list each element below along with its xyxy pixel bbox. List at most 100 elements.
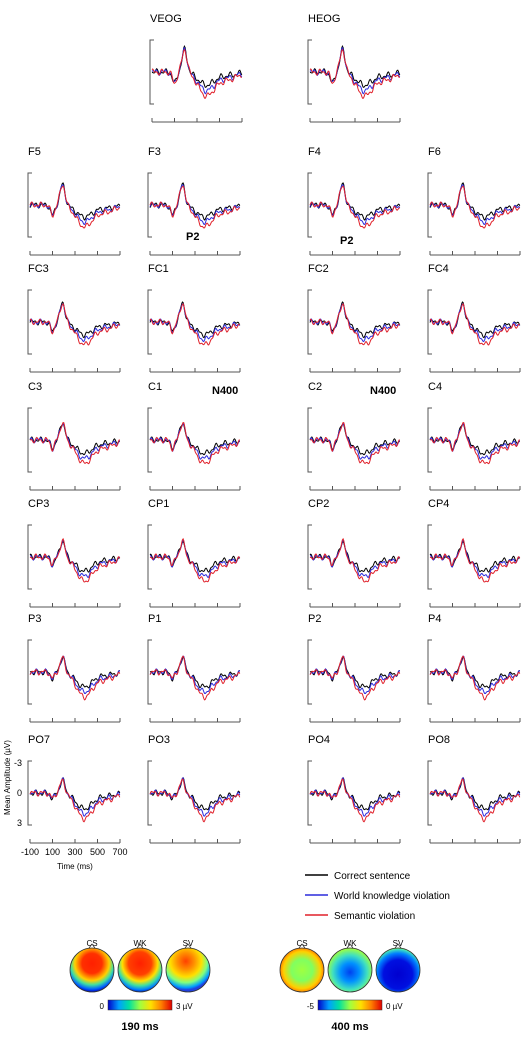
panel-f5: F5 <box>27 146 121 256</box>
waveform-po7-world-knowledge-violation <box>29 777 121 817</box>
colorbar-min-label: -5 <box>307 1002 315 1011</box>
panel-c4: C4 <box>427 381 521 491</box>
channel-label-po8: PO8 <box>428 734 450 746</box>
waveform-fc2-world-knowledge-violation <box>309 303 401 343</box>
channel-label-c2: C2 <box>308 381 322 393</box>
channel-label-fc4: FC4 <box>428 263 449 275</box>
waveform-fc2-semantic-violation <box>309 303 400 346</box>
y-axis-cp1 <box>147 524 152 590</box>
waveform-cp4-semantic-violation <box>429 537 521 583</box>
waveform-c2-world-knowledge-violation <box>309 423 401 460</box>
panel-cp2: CP2 <box>307 498 401 608</box>
x-tick-label: 500 <box>90 847 105 857</box>
waveform-fc4-world-knowledge-violation <box>429 303 521 343</box>
waveform-heog-world-knowledge-violation <box>309 46 401 95</box>
y-axis-f6 <box>427 172 432 238</box>
panel-fc2: FC2 <box>307 263 401 373</box>
waveform-p2-correct-sentence <box>309 656 400 689</box>
topomap-condition-label: WK <box>134 939 148 948</box>
x-tick-label: 300 <box>67 847 82 857</box>
waveform-f6-semantic-violation <box>429 185 520 229</box>
waveform-cp3-semantic-violation <box>29 537 121 583</box>
topomap-head <box>327 947 373 993</box>
y-axis-cp3 <box>27 524 32 590</box>
waveform-po7-semantic-violation <box>29 778 121 823</box>
topomap-head <box>117 947 163 993</box>
waveform-c4-semantic-violation <box>429 422 520 465</box>
topomap-head <box>279 947 325 993</box>
panel-cp3: CP3 <box>27 498 121 608</box>
nose-icon <box>88 943 96 949</box>
waveform-p4-correct-sentence <box>429 656 520 689</box>
waveform-cp2-world-knowledge-violation <box>309 539 401 579</box>
channel-label-p4: P4 <box>428 613 441 625</box>
panel-p2: P2 <box>307 613 401 723</box>
waveform-fc1-world-knowledge-violation <box>149 303 241 343</box>
channel-label-p2: P2 <box>308 613 321 625</box>
component-label-n400: N400 <box>212 385 238 397</box>
panel-po7: PO7 <box>27 734 121 844</box>
panel-p3: P3 <box>27 613 121 723</box>
topomap-time-label: 190 ms <box>121 1021 158 1033</box>
y-tick-label: -3 <box>14 758 22 768</box>
channel-label-veog: VEOG <box>150 13 182 25</box>
waveform-f5-semantic-violation <box>29 185 120 229</box>
waveform-po4-world-knowledge-violation <box>309 777 401 817</box>
colorbar <box>107 999 173 1011</box>
waveform-f4-correct-sentence <box>309 182 401 221</box>
channel-label-c3: C3 <box>28 381 42 393</box>
channel-label-po4: PO4 <box>308 734 330 746</box>
y-axis-fc1 <box>147 289 152 355</box>
panel-po4: PO4 <box>307 734 401 844</box>
waveform-heog-correct-sentence <box>309 45 401 88</box>
waveform-p4-semantic-violation <box>429 655 521 701</box>
channel-label-po3: PO3 <box>148 734 170 746</box>
panel-heog: HEOG <box>307 13 401 123</box>
y-axis-p3 <box>27 639 32 705</box>
nose-icon <box>298 943 306 949</box>
y-axis-f3 <box>147 172 152 238</box>
y-axis-heog <box>307 39 312 105</box>
panel-f3: F3 <box>147 146 241 256</box>
nose-icon <box>346 943 354 949</box>
x-tick-label: 700 <box>112 847 127 857</box>
y-axis-c2 <box>307 407 312 473</box>
y-axis-f4 <box>307 172 312 238</box>
panel-veog: VEOG <box>149 13 243 123</box>
nose-icon <box>184 943 192 949</box>
channel-label-p3: P3 <box>28 613 41 625</box>
waveform-veog-semantic-violation <box>151 48 242 99</box>
waveform-p3-semantic-violation <box>29 655 121 701</box>
waveform-cp3-world-knowledge-violation <box>29 539 121 579</box>
legend-label: World knowledge violation <box>334 891 450 902</box>
topomap-head <box>69 947 115 993</box>
waveform-f4-world-knowledge-violation <box>309 184 401 225</box>
channel-label-f4: F4 <box>308 146 321 158</box>
waveform-heog-semantic-violation <box>309 48 400 99</box>
panel-c2: C2 <box>307 381 401 491</box>
y-axis-c1 <box>147 407 152 473</box>
y-axis-cp4 <box>427 524 432 590</box>
y-axis-po3 <box>147 760 152 826</box>
channel-label-c4: C4 <box>428 381 442 393</box>
x-tick-label: 100 <box>45 847 60 857</box>
component-label-p2: P2 <box>340 235 353 247</box>
panel-fc3: FC3 <box>27 263 121 373</box>
y-axis-f5 <box>27 172 32 238</box>
component-label-n400: N400 <box>370 385 396 397</box>
waveform-cp1-semantic-violation <box>149 537 241 583</box>
nose-icon <box>394 943 402 949</box>
waveform-c1-semantic-violation <box>149 422 240 465</box>
waveform-fc1-semantic-violation <box>149 303 240 346</box>
waveform-c3-semantic-violation <box>29 422 120 465</box>
panel-f6: F6 <box>427 146 521 256</box>
waveform-fc4-semantic-violation <box>429 303 520 346</box>
channel-label-cp2: CP2 <box>308 498 329 510</box>
channel-label-fc2: FC2 <box>308 263 329 275</box>
channel-label-f3: F3 <box>148 146 161 158</box>
channel-label-po7: PO7 <box>28 734 50 746</box>
panel-p4: P4 <box>427 613 521 723</box>
y-axis-p4 <box>427 639 432 705</box>
waveform-f3-correct-sentence <box>149 182 241 221</box>
